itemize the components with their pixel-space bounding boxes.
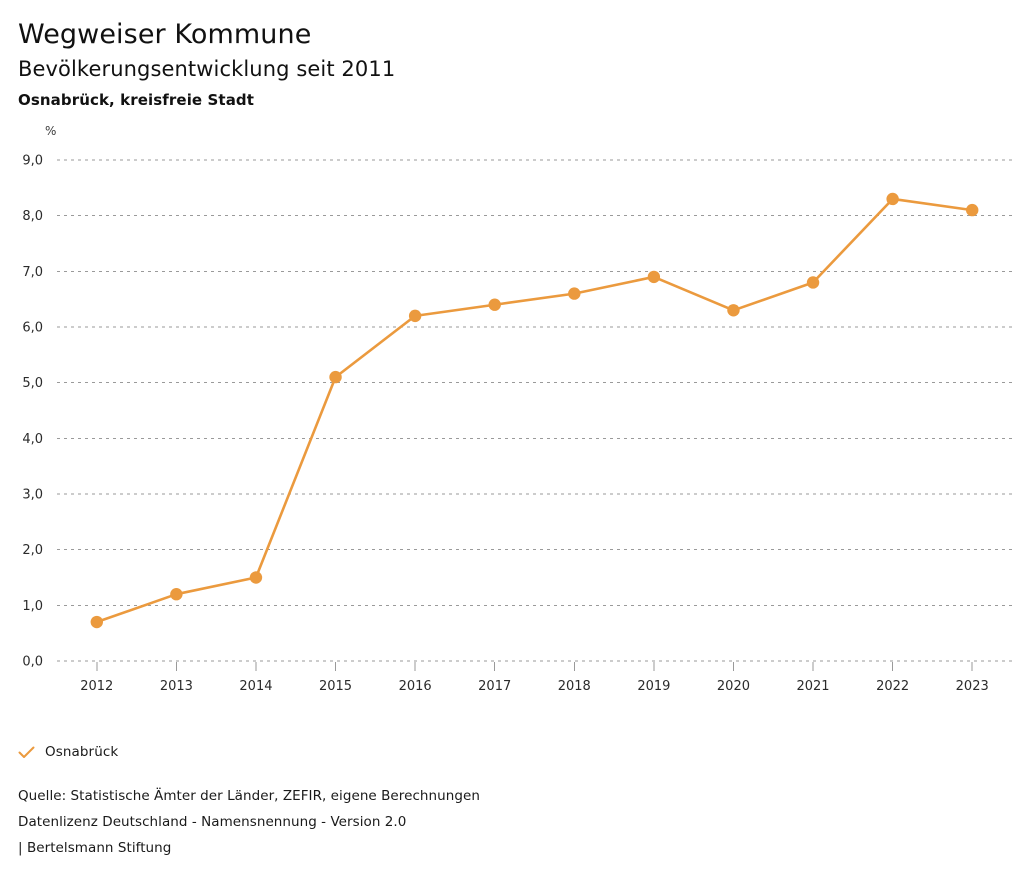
x-axis-tick-label: 2015 [319, 679, 352, 694]
y-axis-ticks: 0,0 1,0 2,0 3,0 4,0 5,0 6,0 7,0 8,0 9,0 [22, 154, 43, 670]
y-axis-tick-label: 9,0 [22, 154, 43, 169]
chart-subtitle: Bevölkerungsentwicklung seit 2011 [18, 57, 396, 81]
data-series [90, 192, 979, 629]
data-point-marker[interactable] [170, 588, 183, 601]
gridlines [57, 159, 1012, 662]
y-axis-tick-label: 5,0 [22, 376, 43, 391]
x-axis-tick-label: 2013 [160, 679, 193, 694]
line-chart-svg: 0,01,02,03,04,05,06,07,08,09,0 2012 2013 2… [22, 124, 1012, 694]
chart-legend[interactable]: Osnabrück [18, 744, 118, 760]
y-axis-tick-label: 7,0 [22, 265, 43, 280]
y-axis-tick-label: 0,0 [22, 655, 43, 670]
x-axis-tick-label: 2023 [956, 679, 989, 694]
data-point-marker[interactable] [488, 298, 501, 311]
data-point-marker[interactable] [647, 270, 661, 284]
legend-item-label: Osnabrück [45, 744, 119, 760]
y-axis-tick-label: 8,0 [22, 209, 43, 224]
y-axis-tick-label: 6,0 [22, 321, 43, 336]
x-axis-ticks: 2012 2013 2014 2015 2016 2017 2018 2019 2020 2021… [80, 662, 989, 694]
y-axis-tick-label: 3,0 [22, 488, 43, 503]
data-point-marker[interactable] [408, 309, 422, 323]
data-point-marker[interactable] [90, 615, 103, 629]
check-icon [18, 746, 35, 758]
page-title: Wegweiser Kommune [18, 19, 312, 50]
x-axis-tick-label: 2020 [717, 679, 750, 694]
y-axis-tick-label: 1,0 [22, 599, 43, 614]
data-point-marker[interactable] [727, 304, 740, 317]
x-axis-tick-label: 2022 [876, 679, 909, 694]
series-line-Osnabrück [95, 197, 974, 624]
data-point-marker[interactable] [568, 287, 581, 300]
data-point-marker[interactable] [886, 192, 899, 206]
x-axis-tick-label: 2014 [239, 679, 272, 694]
x-axis-tick-label: 2021 [796, 679, 829, 694]
data-point-marker[interactable] [806, 276, 820, 289]
chart-header: Wegweiser Kommune Bevölkerungsentwicklun… [0, 0, 1024, 111]
footer-publisher: | Bertelsmann Stiftung [18, 840, 172, 856]
footer-source: Quelle: Statistische Ämter der Länder, Z… [18, 788, 480, 804]
y-axis-unit-label: % [45, 124, 56, 138]
y-axis-tick-label: 2,0 [22, 543, 43, 558]
data-point-marker[interactable] [329, 370, 342, 384]
y-axis-tick-label: 4,0 [22, 432, 43, 447]
x-axis-tick-label: 2017 [478, 679, 511, 694]
x-axis-tick-label: 2018 [558, 679, 591, 694]
chart-footer: Quelle: Statistische Ämter der Länder, Z… [18, 783, 918, 861]
x-axis-tick-label: 2016 [399, 679, 432, 694]
footer-license: Datenlizenz Deutschland - Namensnennung … [18, 814, 407, 830]
data-point-marker[interactable] [966, 203, 979, 217]
x-axis-tick-label: 2019 [637, 679, 670, 694]
data-point-marker[interactable] [249, 571, 263, 584]
chart-plot-area: 0,0 1,0 2,0 3,0 4,0 5,0 6,0 7,0 8,0 9,0 2012 2013 2… [0, 119, 1024, 719]
x-axis-tick-label: 2012 [80, 679, 113, 694]
chart-region-label: Osnabrück, kreisfreie Stadt [18, 91, 255, 109]
